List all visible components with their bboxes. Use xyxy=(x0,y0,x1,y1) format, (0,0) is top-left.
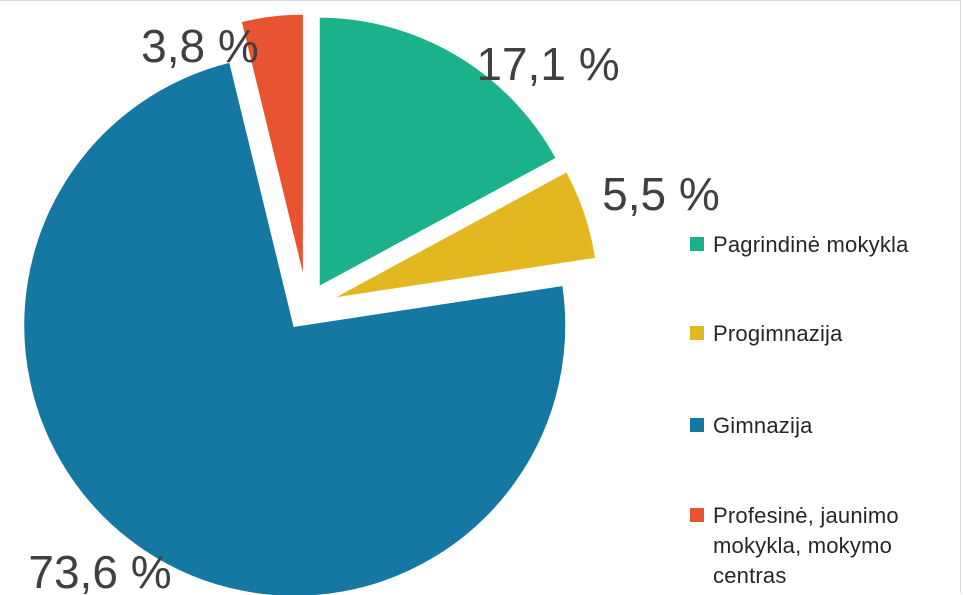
legend-label: Profesinė, jaunimo mokykla, mokymo centr… xyxy=(713,503,899,588)
pie-slice-progimnazija xyxy=(327,168,599,302)
pie-slice-profesine xyxy=(238,11,306,286)
pie-slices xyxy=(21,11,599,595)
data-label-progimnazija: 5,5 % xyxy=(602,168,720,220)
legend-swatch xyxy=(690,418,704,432)
pie-value-labels: 17,1 % 5,5 % 73,6 % 3,8 % xyxy=(28,20,719,595)
legend-swatch xyxy=(690,326,704,340)
legend-item-profesine: Profesinė, jaunimo mokykla, mokymo centr… xyxy=(690,501,960,591)
legend-item-pagrindine: Pagrindinė mokykla xyxy=(690,230,909,260)
data-label-gimnazija: 73,6 % xyxy=(28,546,171,595)
legend-swatch xyxy=(690,237,704,251)
data-label-profesine: 3,8 % xyxy=(141,20,259,72)
legend-label: Progimnazija xyxy=(713,321,843,346)
legend-item-progimnazija: Progimnazija xyxy=(690,319,843,349)
legend-swatch xyxy=(690,508,704,522)
data-label-pagrindine: 17,1 % xyxy=(476,38,619,90)
legend-label: Gimnazija xyxy=(713,413,813,438)
pie-slice-gimnazija xyxy=(21,59,569,595)
legend-item-gimnazija: Gimnazija xyxy=(690,411,813,441)
pie-slice-pagrindine xyxy=(316,14,560,291)
legend-label: Pagrindinė mokykla xyxy=(713,232,909,257)
